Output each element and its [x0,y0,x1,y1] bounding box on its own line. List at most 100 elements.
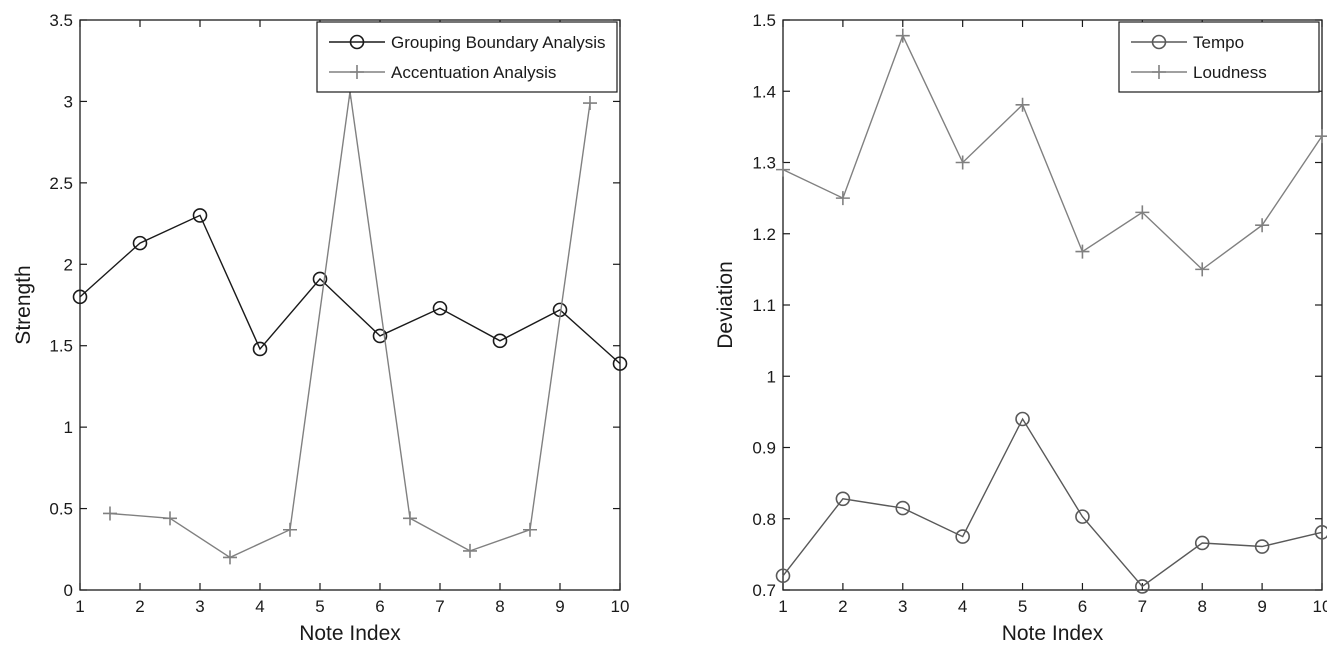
data-point [403,511,417,526]
data-point [1135,205,1150,220]
y-tick-label: 1.5 [49,337,73,356]
x-tick-label: 6 [1078,597,1087,616]
data-point [1194,535,1210,551]
data-point [1195,262,1210,277]
data-point [775,568,791,584]
y-tick-label: 1.2 [752,225,776,244]
y-tick-label: 0.5 [49,500,73,519]
x-axis-label: Note Index [1002,622,1104,645]
series-line [782,33,1323,271]
y-tick-label: 1 [767,367,776,386]
x-tick-label: 8 [495,597,504,616]
data-point [192,208,208,223]
data-point [1314,524,1327,540]
y-tick-label: 2 [64,255,73,274]
series-loudness [776,28,1327,277]
y-tick-label: 0.7 [752,581,776,600]
y-tick-label: 0 [64,581,73,600]
x-tick-label: 4 [255,597,264,616]
data-point [835,191,850,206]
data-point [1015,97,1030,112]
y-tick-label: 2.5 [49,174,73,193]
y-tick-label: 1.4 [752,82,776,101]
x-tick-label: 5 [315,597,324,616]
data-point [312,271,328,287]
data-point [432,300,448,316]
data-point [72,289,88,305]
x-tick-label: 6 [375,597,384,616]
data-point [163,511,177,526]
series-tempo [775,411,1327,594]
legend-marker [1151,34,1167,50]
x-tick-label: 4 [958,597,967,616]
y-axis-label: Strength [12,265,35,344]
data-point [612,356,628,371]
data-point [132,235,148,251]
legend-label-accentuation-analysis: Accentuation Analysis [391,63,556,82]
data-point [895,28,910,43]
legend: Grouping Boundary Analysis Accentuation A… [316,21,618,93]
legend-marker [349,34,365,50]
legend-marker [1152,65,1166,79]
data-point [1075,244,1090,259]
x-tick-label: 10 [611,597,630,616]
data-point [1255,218,1270,233]
legend-label-tempo: Tempo [1193,33,1244,52]
y-tick-label: 0.8 [752,510,776,529]
data-point [1075,509,1090,524]
x-tick-label: 10 [1313,597,1327,616]
legend: Tempo Loudness [1118,21,1320,93]
x-tick-label: 9 [1257,597,1266,616]
chart-panel-1: 1 2 3 4 5 6 7 8 9 10 0 0.5 1 1.5 2 2.5 3 3.5 Note Index Str… [12,11,629,645]
series-grouping-boundary-analysis [72,208,628,371]
series-line [79,214,621,365]
data-point [776,162,790,177]
data-point [955,155,970,170]
legend-label-loudness: Loudness [1193,63,1267,82]
data-point [1015,411,1030,427]
x-tick-label: 1 [75,597,84,616]
x-tick-label: 5 [1018,597,1027,616]
data-point [523,522,537,537]
data-point [583,96,597,111]
x-tick-label: 3 [195,597,204,616]
y-axis-label: Deviation [714,261,737,349]
x-tick-label: 2 [838,597,847,616]
y-tick-label: 3 [64,92,73,111]
x-tick-label: 3 [898,597,907,616]
data-point [283,522,297,537]
y-tick-label: 1 [64,418,73,437]
data-point [955,529,970,544]
data-point [103,506,117,521]
data-point [895,500,911,516]
x-tick-label: 2 [135,597,144,616]
data-point [372,328,388,344]
x-tick-label: 7 [1138,597,1147,616]
data-point [492,333,508,349]
plot-area [782,19,1323,591]
plot-area [79,19,621,591]
legend-box [1118,21,1320,93]
legend-marker [350,65,364,79]
y-tick-label: 1.1 [752,296,776,315]
x-axis-label: Note Index [299,622,401,645]
data-point [252,341,268,357]
data-point [223,550,237,565]
data-point [1135,579,1150,594]
data-point [463,543,477,558]
legend-label-grouping-boundary-analysis: Grouping Boundary Analysis [391,33,606,52]
y-tick-label: 0.9 [752,439,776,458]
x-tick-label: 9 [555,597,564,616]
data-point [835,491,851,507]
x-tick-label: 7 [435,597,444,616]
x-tick-label: 8 [1197,597,1206,616]
legend-box [316,21,618,93]
series-line [782,417,1323,588]
y-tick-label: 1.5 [752,11,776,30]
y-tick-label: 3.5 [49,11,73,30]
x-tick-label: 1 [778,597,787,616]
y-tick-label: 1.3 [752,154,776,173]
data-point [1254,539,1270,554]
chart-panel-2: 1 2 3 4 5 6 7 8 9 10 0.7 0.8 0.9 1 1.1 1.2 1.3 1.4 1.5 Note… [714,11,1327,645]
